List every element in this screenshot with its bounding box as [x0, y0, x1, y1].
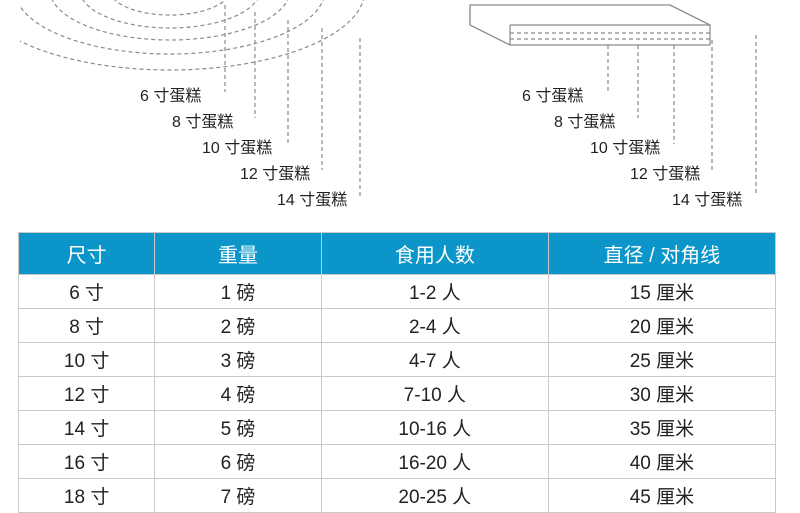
cell-diameter: 25 厘米	[548, 343, 775, 377]
cell-weight: 3 磅	[155, 343, 322, 377]
cell-servings: 20-25 人	[321, 479, 548, 513]
round-label-14: 14 寸蛋糕	[275, 186, 349, 210]
round-label-6: 6 寸蛋糕	[138, 82, 203, 106]
round-label-12: 12 寸蛋糕	[238, 160, 312, 184]
col-header-weight: 重量	[155, 233, 322, 275]
round-label-10: 10 寸蛋糕	[200, 134, 274, 158]
col-header-servings: 食用人数	[321, 233, 548, 275]
square-label-6: 6 寸蛋糕	[520, 82, 585, 106]
cell-servings: 10-16 人	[321, 411, 548, 445]
cell-diameter: 30 厘米	[548, 377, 775, 411]
cell-servings: 7-10 人	[321, 377, 548, 411]
square-label-10: 10 寸蛋糕	[588, 134, 662, 158]
square-label-8: 8 寸蛋糕	[552, 108, 617, 132]
table-body: 6 寸 1 磅 1-2 人 15 厘米 8 寸 2 磅 2-4 人 20 厘米 …	[19, 275, 776, 513]
cell-size: 8 寸	[19, 309, 155, 343]
table-row: 10 寸 3 磅 4-7 人 25 厘米	[19, 343, 776, 377]
cell-size: 6 寸	[19, 275, 155, 309]
table-row: 8 寸 2 磅 2-4 人 20 厘米	[19, 309, 776, 343]
cell-weight: 6 磅	[155, 445, 322, 479]
cell-weight: 4 磅	[155, 377, 322, 411]
cell-size: 10 寸	[19, 343, 155, 377]
square-cake-diagram: 6 寸蛋糕 8 寸蛋糕 10 寸蛋糕 12 寸蛋糕 14 寸蛋糕	[430, 0, 790, 230]
cell-diameter: 45 厘米	[548, 479, 775, 513]
table-row: 6 寸 1 磅 1-2 人 15 厘米	[19, 275, 776, 309]
round-cake-diagram: 6 寸蛋糕 8 寸蛋糕 10 寸蛋糕 12 寸蛋糕 14 寸蛋糕	[20, 0, 400, 230]
cell-size: 16 寸	[19, 445, 155, 479]
square-label-12: 12 寸蛋糕	[628, 160, 702, 184]
cell-diameter: 20 厘米	[548, 309, 775, 343]
cell-servings: 16-20 人	[321, 445, 548, 479]
cell-size: 14 寸	[19, 411, 155, 445]
cell-weight: 7 磅	[155, 479, 322, 513]
table-row: 14 寸 5 磅 10-16 人 35 厘米	[19, 411, 776, 445]
col-header-diameter: 直径 / 对角线	[548, 233, 775, 275]
cell-weight: 2 磅	[155, 309, 322, 343]
cell-servings: 2-4 人	[321, 309, 548, 343]
cell-servings: 1-2 人	[321, 275, 548, 309]
round-label-8: 8 寸蛋糕	[170, 108, 235, 132]
cake-size-table: 尺寸 重量 食用人数 直径 / 对角线 6 寸 1 磅 1-2 人 15 厘米 …	[18, 232, 776, 513]
table-row: 12 寸 4 磅 7-10 人 30 厘米	[19, 377, 776, 411]
cell-diameter: 35 厘米	[548, 411, 775, 445]
col-header-size: 尺寸	[19, 233, 155, 275]
cell-size: 12 寸	[19, 377, 155, 411]
table-header-row: 尺寸 重量 食用人数 直径 / 对角线	[19, 233, 776, 275]
cell-diameter: 15 厘米	[548, 275, 775, 309]
cell-servings: 4-7 人	[321, 343, 548, 377]
cell-size: 18 寸	[19, 479, 155, 513]
cell-weight: 5 磅	[155, 411, 322, 445]
square-label-14: 14 寸蛋糕	[670, 186, 744, 210]
cake-size-diagrams: 6 寸蛋糕 8 寸蛋糕 10 寸蛋糕 12 寸蛋糕 14 寸蛋糕	[0, 0, 800, 230]
cell-weight: 1 磅	[155, 275, 322, 309]
cell-diameter: 40 厘米	[548, 445, 775, 479]
size-table-container: 尺寸 重量 食用人数 直径 / 对角线 6 寸 1 磅 1-2 人 15 厘米 …	[18, 232, 776, 513]
table-row: 18 寸 7 磅 20-25 人 45 厘米	[19, 479, 776, 513]
table-row: 16 寸 6 磅 16-20 人 40 厘米	[19, 445, 776, 479]
